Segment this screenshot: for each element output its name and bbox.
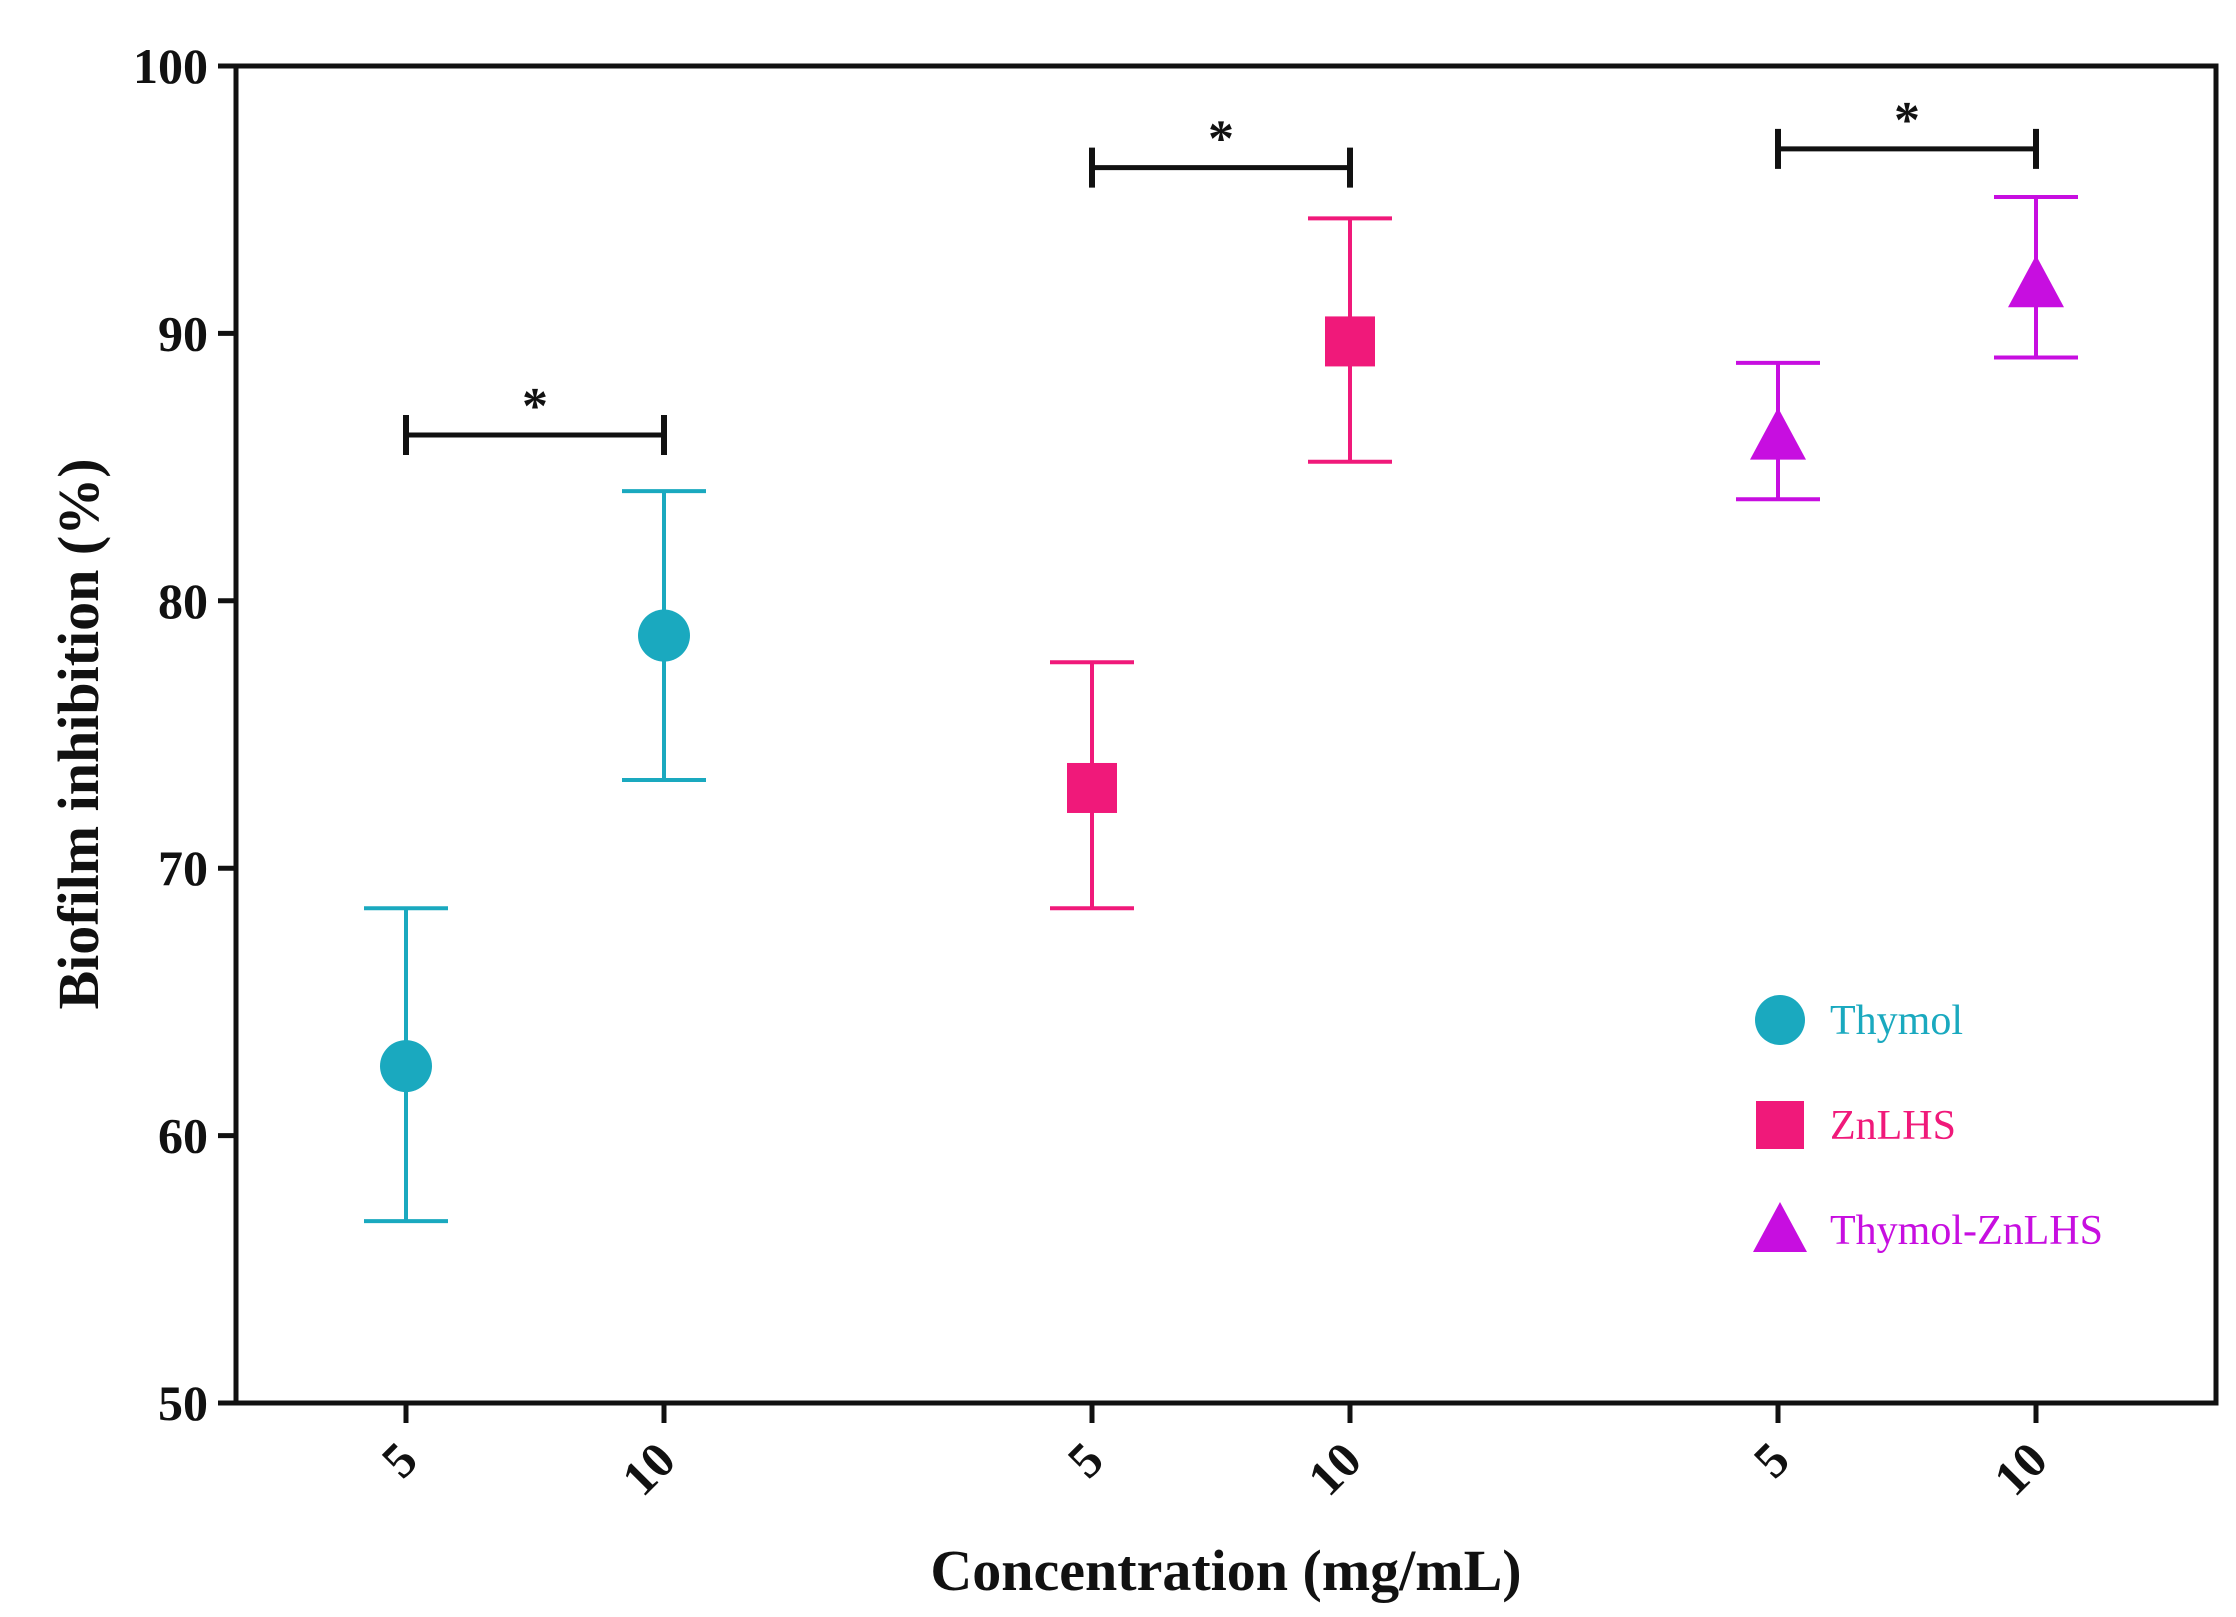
x-tick-label-2-1: 10 [1983,1431,2058,1506]
legend-thymol-znlhs-label: Thymol-ZnLHS [1830,1208,2103,1254]
legend-thymol-znlhs-marker [1753,1202,1807,1252]
x-tick-label-0-1: 10 [611,1431,686,1506]
x-axis: 5 10 5 10 5 10 [371,1403,2058,1506]
series-layer [364,195,2078,1224]
legend-thymol-label: Thymol [1830,998,1963,1044]
legend-znlhs-marker [1756,1101,1804,1149]
y-tick-label-80: 80 [158,573,208,629]
y-tick-label-70: 70 [158,840,208,896]
x-tick-label-1-1: 10 [1297,1431,1372,1506]
legend-znlhs-label: ZnLHS [1830,1103,1956,1149]
significance-annotations: * * * [403,92,2039,456]
y-tick-label-60: 60 [158,1108,208,1164]
znlhs-point-1 [1325,316,1375,367]
significance-star-1: * [1208,111,1234,168]
significance-star-2: * [1894,92,1920,149]
y-axis-title: Biofilm inhibition (%) [46,458,111,1009]
x-tick-label-0-0: 5 [371,1431,428,1488]
x-axis-title: Concentration (mg/mL) [930,1538,1521,1603]
thymol-znlhs-point-0 [1750,407,1806,460]
thymol-znlhs-point-1 [2008,255,2064,308]
legend-thymol-marker [1755,995,1805,1045]
y-tick-label-50: 50 [158,1375,208,1431]
znlhs-point-0 [1067,762,1117,813]
thymol-point-1 [638,609,690,662]
plot-frame [233,63,2219,1406]
significance-star-0: * [522,378,548,435]
legend: Thymol ZnLHS Thymol-ZnLHS [1753,995,2103,1254]
thymol-point-0 [380,1040,432,1093]
x-tick-label-1-0: 5 [1057,1431,1114,1488]
y-tick-label-100: 100 [133,38,208,94]
y-axis: 50 60 70 80 90 100 [133,38,236,1431]
y-tick-label-90: 90 [158,305,208,361]
x-tick-label-2-0: 5 [1743,1431,1800,1488]
